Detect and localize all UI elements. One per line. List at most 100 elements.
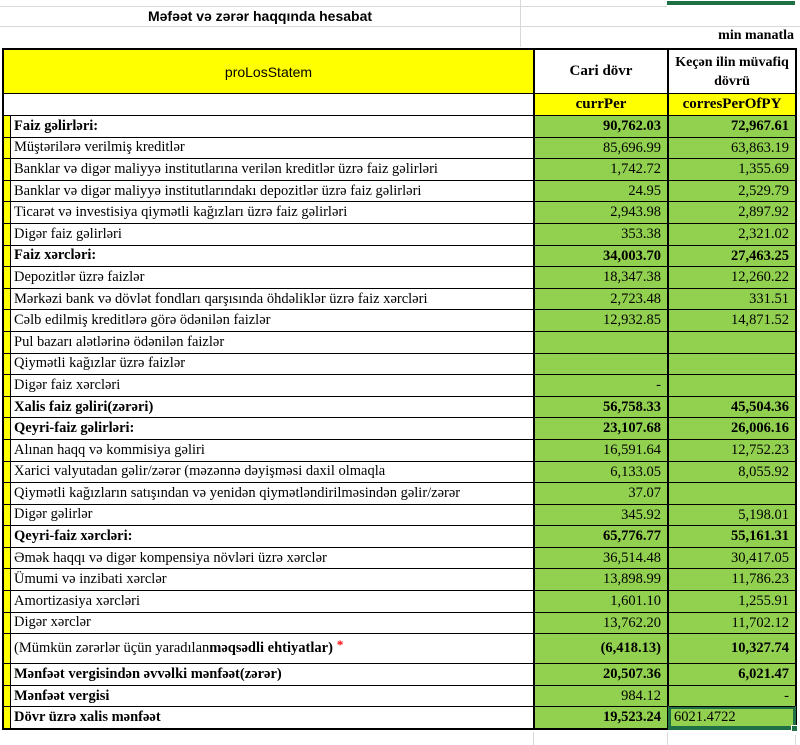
corresperofpy-value-cell[interactable]: 26,006.16: [669, 417, 795, 439]
corresperofpy-value-cell[interactable]: 11,702.12: [669, 611, 795, 634]
currper-value-cell[interactable]: [535, 352, 669, 375]
corresperofpy-value-cell[interactable]: 5,198.01: [669, 503, 795, 526]
row-stripe-cell[interactable]: [4, 417, 11, 439]
corresperofpy-value-cell[interactable]: 72,967.61: [669, 115, 795, 137]
row-label-cell[interactable]: Qiymətli kağızların satışından və yenidə…: [11, 482, 535, 504]
row-label-cell[interactable]: Ticarət və investisiya qiymətli kağızlar…: [11, 201, 535, 223]
row-stripe-cell[interactable]: [4, 568, 11, 591]
corresperofpy-value-cell[interactable]: [669, 374, 795, 396]
row-stripe-cell[interactable]: [4, 611, 11, 634]
col-header-prior-period[interactable]: Keçən ilin müvafiq dövrü: [675, 54, 789, 89]
row-label-cell[interactable]: Banklar və digər maliyyə institutlarına …: [11, 158, 535, 180]
corresperofpy-value-cell[interactable]: [669, 482, 795, 504]
row-label-cell[interactable]: Alınan haqq və kommisiya gəliri: [11, 438, 535, 461]
fill-handle[interactable]: [791, 725, 798, 733]
currper-value-cell[interactable]: -: [535, 374, 669, 396]
col-code-corresperofpy[interactable]: corresPerOfPY: [669, 93, 795, 115]
row-stripe-cell[interactable]: [4, 525, 11, 547]
row-label-cell[interactable]: Xalis faiz gəliri(zərəri): [11, 395, 535, 418]
corresperofpy-value-cell[interactable]: 1,355.69: [669, 158, 795, 180]
row-label-cell[interactable]: Mənfəət vergisindən əvvəlki mənfəət(zərə…: [11, 663, 535, 685]
currper-value-cell[interactable]: 24.95: [535, 179, 669, 202]
row-label-cell[interactable]: Digər faiz gəlirləri: [11, 222, 535, 245]
currper-value-cell[interactable]: 2,723.48: [535, 287, 669, 310]
corresperofpy-value-cell[interactable]: 55,161.31: [669, 525, 795, 547]
currper-value-cell[interactable]: 18,347.38: [535, 266, 669, 288]
row-label-cell[interactable]: Faiz xərcləri:: [11, 244, 535, 267]
row-stripe-cell[interactable]: [4, 706, 11, 729]
currper-value-cell[interactable]: 345.92: [535, 503, 669, 526]
corresperofpy-value-cell[interactable]: 8,055.92: [669, 460, 795, 483]
row-label-cell[interactable]: Digər xərclər: [11, 611, 535, 634]
corresperofpy-value-cell[interactable]: 45,504.36: [669, 395, 795, 418]
row-stripe-cell[interactable]: [4, 158, 11, 180]
row-label-cell[interactable]: (Mümkün zərərlər üçün yaradılan məqsədli…: [11, 633, 535, 664]
selected-cell[interactable]: 6021.4722: [669, 706, 798, 733]
row-label-cell[interactable]: Əmək haqqı və digər kompensiya növləri ü…: [11, 546, 535, 569]
row-stripe-cell[interactable]: [4, 590, 11, 612]
currper-value-cell[interactable]: 13,898.99: [535, 568, 669, 591]
row-label-cell[interactable]: Faiz gəlirləri:: [11, 115, 535, 137]
corresperofpy-value-cell[interactable]: [669, 352, 795, 375]
row-stripe-cell[interactable]: [4, 352, 11, 375]
col-code-currper[interactable]: currPer: [535, 93, 669, 115]
row-stripe-cell[interactable]: [4, 460, 11, 483]
currper-value-cell[interactable]: (6,418.13): [535, 633, 669, 664]
row-label-cell[interactable]: Qeyri-faiz xərcləri:: [11, 525, 535, 547]
row-stripe-cell[interactable]: [4, 438, 11, 461]
row-label-cell[interactable]: Xarici valyutadan gəlir/zərər (məzənnə d…: [11, 460, 535, 483]
row-stripe-cell[interactable]: [4, 266, 11, 288]
corresperofpy-value-cell[interactable]: 63,863.19: [669, 136, 795, 159]
row-label-cell[interactable]: Digər gəlirlər: [11, 503, 535, 526]
corresperofpy-value-cell[interactable]: 27,463.25: [669, 244, 795, 267]
row-stripe-cell[interactable]: [4, 222, 11, 245]
row-stripe-cell[interactable]: [4, 503, 11, 526]
currper-value-cell[interactable]: [535, 330, 669, 353]
corresperofpy-value-cell[interactable]: 331.51: [669, 287, 795, 310]
row-label-cell[interactable]: Dövr üzrə xalis mənfəət: [11, 706, 535, 729]
row-stripe-cell[interactable]: [4, 244, 11, 267]
row-stripe-cell[interactable]: [4, 179, 11, 202]
row-label-cell[interactable]: Müştərilərə verilmiş kreditlər: [11, 136, 535, 159]
currper-value-cell[interactable]: 56,758.33: [535, 395, 669, 418]
row-stripe-cell[interactable]: [4, 287, 11, 310]
row-label-cell[interactable]: Depozitlər üzrə faizlər: [11, 266, 535, 288]
corresperofpy-value-cell[interactable]: 1,255.91: [669, 590, 795, 612]
row-stripe-cell[interactable]: [4, 201, 11, 223]
currper-value-cell[interactable]: 19,523.24: [535, 706, 669, 729]
row-label-cell[interactable]: Pul bazarı alətlərinə ödənilən faizlər: [11, 330, 535, 353]
row-label-cell[interactable]: Qiymətli kağızlar üzrə faizlər: [11, 352, 535, 375]
row-stripe-cell[interactable]: [4, 482, 11, 504]
row-stripe-cell[interactable]: [4, 546, 11, 569]
currper-value-cell[interactable]: 34,003.70: [535, 244, 669, 267]
corresperofpy-value-cell[interactable]: 6,021.47: [669, 663, 795, 685]
row-label-cell[interactable]: Mənfəət vergisi: [11, 684, 535, 707]
row-stripe-cell[interactable]: [4, 330, 11, 353]
row-label-cell[interactable]: Cəlb edilmiş kreditlərə görə ödənilən fa…: [11, 309, 535, 331]
corresperofpy-value-cell[interactable]: 12,260.22: [669, 266, 795, 288]
table-name-header-cell[interactable]: proLosStatem: [4, 50, 535, 93]
row-label-cell[interactable]: Qeyri-faiz gəlirləri:: [11, 417, 535, 439]
currper-value-cell[interactable]: 36,514.48: [535, 546, 669, 569]
corresperofpy-value-cell[interactable]: 30,417.05: [669, 546, 795, 569]
blank-header-cell[interactable]: [4, 93, 535, 115]
row-label-cell[interactable]: Banklar və digər maliyyə institutlarında…: [11, 179, 535, 202]
row-stripe-cell[interactable]: [4, 663, 11, 685]
currper-value-cell[interactable]: 2,943.98: [535, 201, 669, 223]
currper-value-cell[interactable]: 13,762.20: [535, 611, 669, 634]
currper-value-cell[interactable]: 1,601.10: [535, 590, 669, 612]
currper-value-cell[interactable]: 16,591.64: [535, 438, 669, 461]
row-stripe-cell[interactable]: [4, 374, 11, 396]
currper-value-cell[interactable]: 1,742.72: [535, 158, 669, 180]
row-stripe-cell[interactable]: [4, 115, 11, 137]
corresperofpy-value-cell[interactable]: 2,321.02: [669, 222, 795, 245]
corresperofpy-value-cell[interactable]: -: [669, 684, 795, 707]
row-stripe-cell[interactable]: [4, 309, 11, 331]
row-label-cell[interactable]: Mərkəzi bank və dövlət fondları qarşısın…: [11, 287, 535, 310]
row-stripe-cell[interactable]: [4, 395, 11, 418]
currper-value-cell[interactable]: 984.12: [535, 684, 669, 707]
corresperofpy-value-cell[interactable]: [669, 330, 795, 353]
row-label-cell[interactable]: Digər faiz xərcləri: [11, 374, 535, 396]
currper-value-cell[interactable]: 20,507.36: [535, 663, 669, 685]
currper-value-cell[interactable]: 85,696.99: [535, 136, 669, 159]
